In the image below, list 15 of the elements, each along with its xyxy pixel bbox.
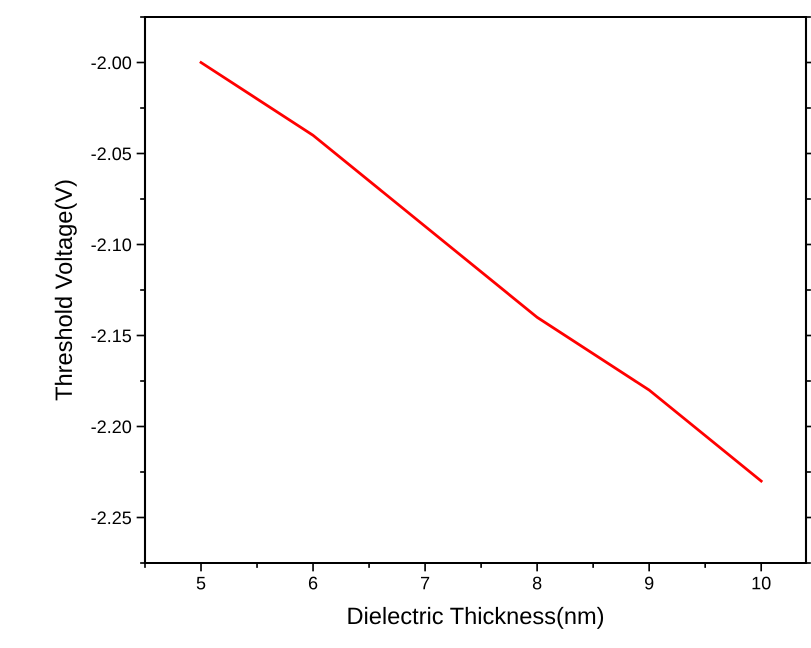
x-axis-title: Dielectric Thickness(nm) [348, 606, 604, 629]
y-tick-label: -2.05 [91, 147, 132, 160]
y-tick-label: -2.15 [91, 329, 132, 342]
y-tick-label: -2.00 [91, 56, 132, 70]
x-tick-label: 8 [532, 576, 542, 590]
x-tick-label: 5 [196, 576, 206, 590]
line-series [200, 61, 763, 482]
y-tick-label: -2.25 [91, 511, 132, 524]
y-tick-label: -2.20 [91, 420, 132, 434]
y-tick-label: -2.10 [91, 238, 132, 252]
x-tick-label: 6 [308, 576, 318, 590]
x-tick-label: 9 [644, 576, 654, 590]
x-tick-label: 7 [420, 576, 430, 590]
x-tick-label: 10 [752, 576, 771, 590]
y-axis-title: Threshold Voltage(V) [54, 180, 77, 400]
